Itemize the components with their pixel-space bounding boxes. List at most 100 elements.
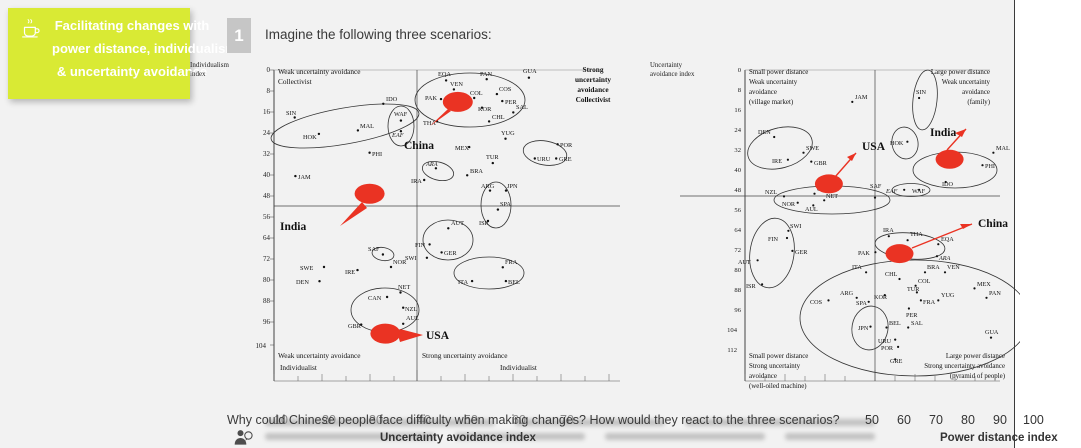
svg-text:BEL: BEL: [889, 320, 901, 327]
svg-text:NOR: NOR: [393, 259, 407, 266]
svg-text:avoidance: avoidance: [577, 85, 609, 94]
svg-text:Individualist: Individualist: [500, 363, 537, 372]
svg-text:ARA: ARA: [425, 161, 438, 168]
svg-text:India: India: [930, 127, 956, 139]
svg-text:POR: POR: [560, 142, 573, 149]
svg-text:avoidance: avoidance: [749, 373, 777, 380]
svg-text:EAF: EAF: [885, 188, 898, 195]
svg-text:ITA: ITA: [852, 264, 862, 271]
svg-text:88: 88: [734, 287, 741, 294]
svg-text:Strong uncertainty avoidance: Strong uncertainty avoidance: [924, 363, 1005, 370]
svg-text:MEX: MEX: [455, 145, 469, 152]
svg-text:Strong uncertainty avoidance: Strong uncertainty avoidance: [422, 351, 508, 360]
svg-text:avoidance: avoidance: [962, 89, 990, 96]
svg-text:Small power distance: Small power distance: [749, 353, 808, 360]
svg-text:Collectivist: Collectivist: [576, 95, 611, 104]
svg-text:PHI: PHI: [985, 163, 995, 170]
svg-text:VEN: VEN: [947, 264, 960, 271]
svg-text:AUT: AUT: [738, 259, 751, 266]
svg-text:96: 96: [734, 307, 741, 314]
svg-text:PAN: PAN: [480, 71, 492, 78]
svg-text:avoidance index: avoidance index: [650, 71, 695, 78]
svg-text:JAM: JAM: [855, 94, 868, 101]
svg-text:(village market): (village market): [749, 99, 793, 106]
svg-text:MEX: MEX: [977, 281, 991, 288]
svg-text:IDO: IDO: [942, 181, 954, 188]
svg-text:80: 80: [734, 267, 741, 274]
svg-text:COS: COS: [499, 86, 512, 93]
svg-text:HOK: HOK: [890, 140, 904, 147]
svg-text:GRE: GRE: [559, 156, 572, 163]
svg-text:SIN: SIN: [286, 110, 297, 117]
svg-text:SAF: SAF: [368, 246, 380, 253]
svg-text:YUG: YUG: [501, 130, 515, 137]
svg-text:URU: URU: [878, 338, 892, 345]
svg-text:GRE: GRE: [890, 358, 903, 365]
svg-text:SWE: SWE: [300, 265, 313, 272]
svg-text:0: 0: [738, 67, 742, 74]
svg-text:USA: USA: [426, 330, 450, 342]
svg-text:GUA: GUA: [985, 329, 999, 336]
svg-text:104: 104: [256, 342, 267, 350]
svg-text:PHI: PHI: [372, 151, 382, 158]
svg-text:GBR: GBR: [348, 323, 362, 330]
svg-text:COL: COL: [918, 278, 931, 285]
svg-text:ITA: ITA: [458, 279, 468, 286]
svg-text:KOR: KOR: [874, 294, 888, 301]
svg-text:Individualism: Individualism: [190, 61, 229, 69]
svg-text:FRA: FRA: [505, 259, 518, 266]
svg-text:40: 40: [263, 171, 271, 179]
svg-text:48: 48: [734, 187, 741, 194]
svg-text:PAN: PAN: [989, 290, 1001, 297]
svg-text:SAL: SAL: [911, 320, 923, 327]
svg-text:8: 8: [738, 87, 742, 94]
svg-text:8: 8: [267, 87, 271, 95]
svg-text:24: 24: [734, 127, 741, 134]
svg-text:SWI: SWI: [790, 223, 801, 230]
svg-text:GER: GER: [795, 249, 808, 256]
svg-text:0: 0: [267, 66, 271, 74]
svg-text:24: 24: [263, 129, 271, 137]
svg-text:Weak uncertainty: Weak uncertainty: [749, 79, 798, 86]
svg-text:56: 56: [263, 213, 271, 221]
svg-text:96: 96: [263, 318, 271, 326]
svg-text:ISR: ISR: [746, 283, 757, 290]
svg-text:IRE: IRE: [345, 269, 355, 276]
svg-text:Strong: Strong: [583, 65, 604, 74]
svg-text:NET: NET: [398, 284, 410, 291]
svg-text:DEN: DEN: [296, 279, 309, 286]
svg-text:NOR: NOR: [782, 201, 796, 208]
svg-text:JPN: JPN: [507, 183, 518, 190]
svg-text:SWE: SWE: [806, 145, 819, 152]
svg-text:HOK: HOK: [303, 134, 317, 141]
svg-text:BRA: BRA: [470, 168, 483, 175]
svg-text:NZL: NZL: [405, 306, 417, 313]
svg-text:YUG: YUG: [941, 292, 955, 299]
svg-text:Individualist: Individualist: [280, 363, 317, 372]
svg-text:32: 32: [734, 147, 741, 154]
svg-text:112: 112: [727, 347, 737, 354]
svg-text:32: 32: [263, 150, 271, 158]
svg-text:VEN: VEN: [450, 81, 463, 88]
svg-text:GUA: GUA: [523, 68, 537, 75]
svg-text:48: 48: [263, 192, 271, 200]
svg-text:GBR: GBR: [814, 160, 828, 167]
svg-text:EQA: EQA: [438, 71, 451, 78]
svg-text:PAK: PAK: [858, 250, 870, 257]
svg-text:URU: URU: [537, 156, 551, 163]
svg-text:COL: COL: [470, 90, 483, 97]
svg-text:AUT: AUT: [451, 220, 464, 227]
svg-text:China: China: [404, 140, 434, 152]
svg-text:ISR: ISR: [479, 220, 490, 227]
svg-text:EAF: EAF: [391, 132, 404, 139]
svg-text:IRE: IRE: [772, 158, 782, 165]
svg-text:AUL: AUL: [805, 206, 818, 213]
svg-text:GER: GER: [444, 250, 457, 257]
svg-text:BEL: BEL: [508, 279, 520, 286]
svg-text:CAN: CAN: [368, 295, 382, 302]
svg-text:IRA: IRA: [883, 227, 894, 234]
svg-text:72: 72: [263, 255, 271, 263]
svg-text:56: 56: [734, 207, 741, 214]
svg-text:JPN: JPN: [858, 325, 869, 332]
svg-text:POR: POR: [881, 345, 894, 352]
